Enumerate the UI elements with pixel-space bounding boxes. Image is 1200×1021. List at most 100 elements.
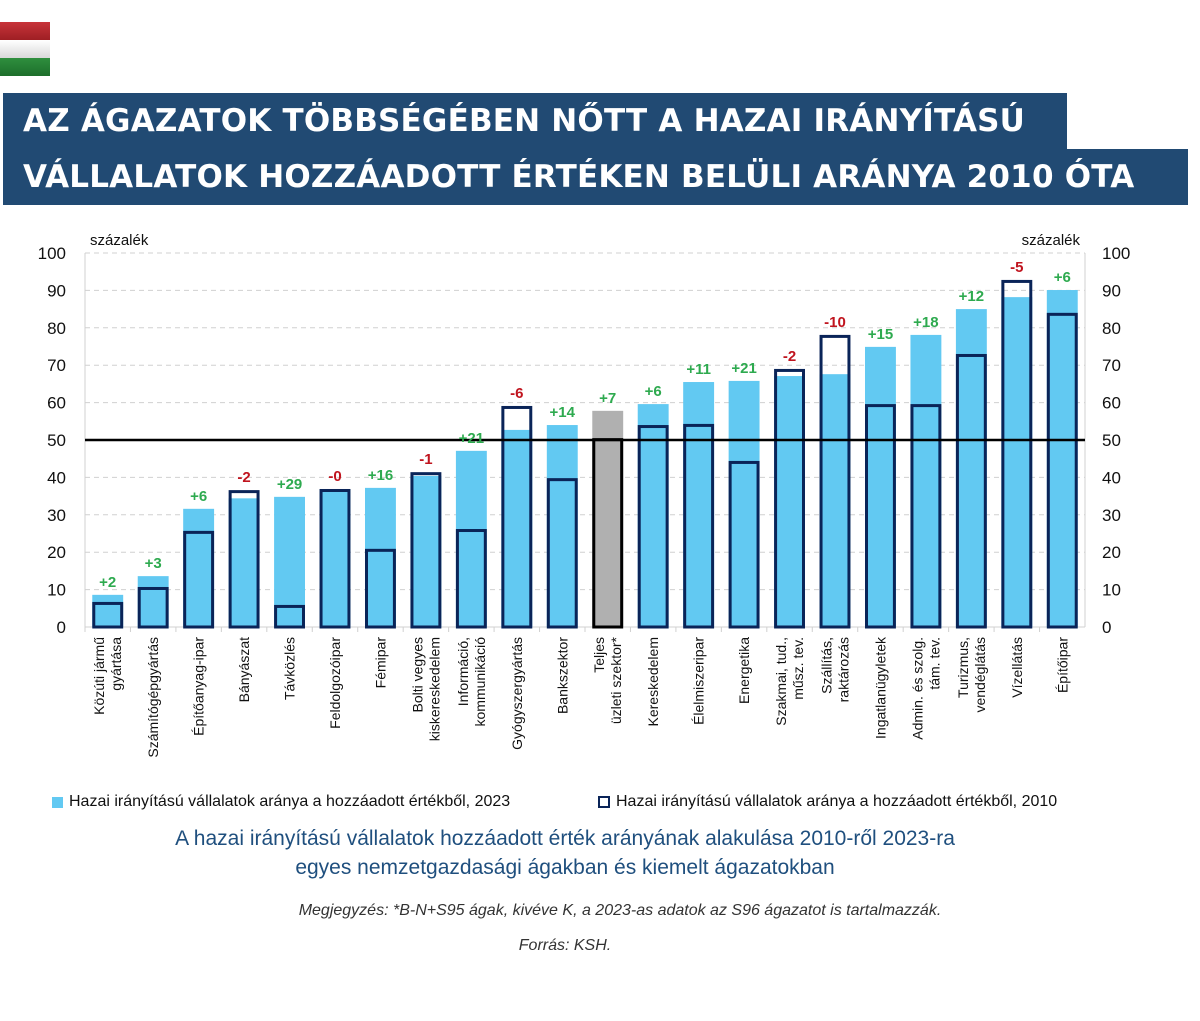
change-label: -2 — [783, 348, 796, 365]
x-category-label-line: Energetika — [736, 637, 752, 704]
x-category-label: Turizmus, vendéglátás — [955, 637, 988, 713]
y-tick-label-right: 70 — [1102, 356, 1121, 375]
y-tick-label-right: 30 — [1102, 506, 1121, 525]
title-line-2: VÁLLALATOK HOZZÁADOTT ÉRTÉKEN BELÜLI ARÁ… — [3, 149, 1188, 205]
bar-2010-outline — [1046, 312, 1078, 629]
change-label: -10 — [824, 314, 846, 331]
change-label: +29 — [277, 476, 302, 493]
change-label: +15 — [868, 326, 893, 343]
y-tick-label-left: 40 — [47, 468, 66, 487]
y-tick-label-left: 0 — [57, 618, 66, 637]
y-tick-label-right: 10 — [1102, 581, 1121, 600]
y-tick-label-left: 80 — [47, 319, 66, 338]
change-label: -0 — [328, 468, 341, 485]
y-tick-label-right: 60 — [1102, 394, 1121, 413]
x-category-label-line: kommunikáció — [472, 637, 488, 727]
bar-2010-outline — [455, 529, 487, 629]
bar-2010-outline — [1001, 279, 1033, 629]
bar-2023 — [1046, 290, 1078, 627]
y-tick-label-right: 90 — [1102, 281, 1121, 300]
bar-2023 — [728, 380, 760, 627]
y-tick-label-left: 10 — [47, 581, 66, 600]
bar-2023 — [410, 475, 442, 627]
x-category-label-line: műsz. tev. — [790, 637, 806, 700]
bar-2023 — [683, 382, 715, 627]
bars — [92, 279, 1078, 629]
change-label: -5 — [1010, 259, 1023, 276]
change-label: +7 — [599, 390, 616, 407]
change-labels: +2 +3 +6 -2 +29 -0 +16 -1 +21 -6 +14 +7 +6 +11 +21 -2 -1… — [99, 259, 1071, 591]
x-category-label-line: Szakmai, tud., — [773, 637, 789, 726]
y-tick-label-left: 60 — [47, 394, 66, 413]
bar-2010-outline — [546, 478, 578, 629]
legend-label-2010: Hazai irányítású vállalatok aránya a hoz… — [616, 793, 1058, 810]
bar-2023-total — [592, 410, 624, 627]
change-label: +18 — [913, 314, 938, 331]
bar-2023 — [955, 309, 987, 627]
x-category-label: Kereskedelem — [645, 637, 661, 727]
x-category-label-line: gyártása — [108, 637, 124, 691]
subtitle-line-2: egyes nemzetgazdasági ágakban és kiemelt… — [295, 856, 835, 879]
change-label: -6 — [510, 385, 523, 402]
bar-2010-outline — [637, 425, 669, 629]
footnote: Megjegyzés: *B-N+S95 ágak, kivéve K, a 2… — [298, 902, 942, 919]
bar-2023 — [1001, 297, 1033, 627]
bar-2010-outline — [228, 490, 260, 629]
bar-2010-outline — [137, 586, 169, 629]
y-tick-label-right: 50 — [1102, 431, 1121, 450]
bar-2010-outline — [410, 472, 442, 629]
x-category-label-line: Fémipar — [372, 637, 388, 689]
x-category-label: Építőipar — [1054, 637, 1070, 693]
x-category-label-line: Vízellátás — [1009, 637, 1025, 698]
bar-2023 — [183, 508, 215, 627]
x-category-label: Bányászat — [236, 637, 252, 702]
x-axis: Közúti jármű gyártása Számítógépgyártás Épí… — [84, 627, 1070, 758]
y-axis-left: 0 10 20 30 40 50 60 70 80 90 100 — [38, 244, 66, 637]
x-category-label-line: Építőanyag-ipar — [191, 637, 207, 736]
bar-2010-outline — [319, 488, 351, 629]
bar-chart: 0 10 20 30 40 50 60 70 80 90 100 0 10 20 30 40 50 60 70 80… — [38, 232, 1131, 758]
bar-2023 — [319, 489, 351, 627]
bar-2023 — [92, 594, 124, 627]
bar-2010-outline — [274, 604, 306, 629]
x-category-label: Fémipar — [372, 637, 388, 689]
x-category-label: Számítógépgyártás — [145, 637, 161, 758]
x-category-label-line: Bankszektor — [554, 637, 570, 714]
bar-2023 — [501, 429, 533, 627]
bar-2010-outline — [955, 353, 987, 629]
bar-2023 — [819, 374, 851, 627]
y-tick-label-left: 20 — [47, 543, 66, 562]
x-category-label-line: Információ, — [455, 637, 471, 706]
y-axis-label-left: százalék — [90, 232, 149, 249]
x-category-label-line: raktározás — [836, 637, 852, 702]
bar-2023 — [774, 376, 805, 627]
bar-2010-outline — [501, 405, 533, 629]
x-category-label: Közúti jármű gyártása — [91, 637, 124, 715]
x-category-label-line: Feldolgozóipar — [327, 637, 343, 729]
x-category-label: Élelmiszeripar — [691, 637, 707, 725]
bar-2023 — [365, 487, 396, 627]
x-category-label-line: Élelmiszeripar — [691, 637, 707, 725]
x-category-label-line: Építőipar — [1054, 637, 1070, 693]
x-category-label: Távközlés — [282, 637, 298, 700]
bar-2023 — [910, 334, 942, 627]
y-tick-label-right: 40 — [1102, 468, 1121, 487]
legend-label-2023: Hazai irányítású vállalatok aránya a hoz… — [69, 793, 511, 810]
change-label: +21 — [459, 430, 484, 447]
bar-2010-outline — [865, 404, 896, 629]
change-label: +21 — [731, 360, 756, 377]
y-tick-label-left: 30 — [47, 506, 66, 525]
x-category-label-line: Admin. és szolg. — [909, 637, 925, 740]
legend-swatch-2010 — [598, 796, 610, 808]
change-label: +3 — [145, 555, 162, 572]
change-label: -1 — [419, 451, 432, 468]
chart-subtitle: A hazai irányítású vállalatok hozzáadott… — [0, 824, 1130, 882]
subtitle-line-1: A hazai irányítású vállalatok hozzáadott… — [175, 827, 955, 850]
x-category-label: Gyógyszergyártás — [509, 637, 525, 750]
x-category-label: Energetika — [736, 637, 752, 704]
x-category-label: Vízellátás — [1009, 637, 1025, 698]
bar-2010-outline — [910, 404, 942, 629]
x-category-label-line: vendéglátás — [972, 637, 988, 713]
x-category-label-line: Teljes — [591, 637, 607, 673]
x-category-label: Szakmai, tud., műsz. tev. — [773, 637, 806, 726]
